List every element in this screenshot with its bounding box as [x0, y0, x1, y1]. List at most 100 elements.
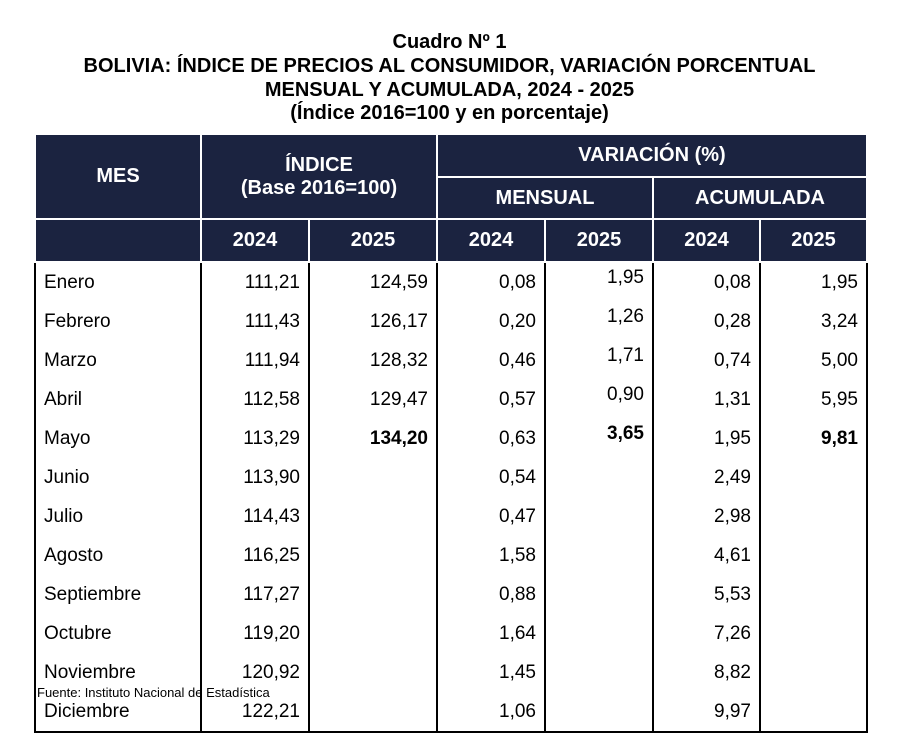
table-row: Febrero 111,43 126,17 0,20 1,26 0,28 3,24: [34, 302, 868, 341]
value-cell: [759, 458, 868, 497]
value-cell: [544, 614, 654, 653]
table-row: Noviembre 120,92 1,45 8,82: [34, 653, 868, 692]
value-cell: [544, 458, 654, 497]
header-year: 2025: [759, 218, 868, 263]
value-cell: 111,94: [200, 341, 310, 380]
value-cell: 2,49: [652, 458, 761, 497]
value-cell: 1,95: [652, 419, 761, 458]
value-cell: [544, 653, 654, 692]
month-cell: Septiembre: [34, 575, 202, 614]
header-variacion: VARIACIÓN (%): [436, 133, 868, 178]
header-indice: ÍNDICE (Base 2016=100): [200, 133, 438, 220]
value-cell: 112,58: [200, 380, 310, 419]
value-cell: [308, 536, 438, 575]
source-note: Fuente: Instituto Nacional de Estadístic…: [37, 685, 270, 700]
value-cell: 111,21: [200, 262, 310, 302]
title-line-3: MENSUAL Y ACUMULADA, 2024 - 2025: [264, 79, 635, 101]
value-cell: [544, 497, 654, 536]
month-cell: Enero: [34, 262, 202, 302]
value-cell: 124,59: [308, 262, 438, 302]
value-cell: 0,57: [436, 380, 546, 419]
value-cell: 9,81: [759, 419, 868, 458]
month-cell: Junio: [34, 458, 202, 497]
value-cell: 0,46: [436, 341, 546, 380]
value-cell: 0,08: [436, 262, 546, 302]
value-cell: 134,20: [308, 419, 438, 458]
title-line-2: BOLIVIA: ÍNDICE DE PRECIOS AL CONSUMIDOR…: [83, 55, 816, 77]
value-cell: [308, 497, 438, 536]
table-row: Julio 114,43 0,47 2,98: [34, 497, 868, 536]
value-cell: [544, 575, 654, 614]
value-cell: 0,54: [436, 458, 546, 497]
value-cell: 111,43: [200, 302, 310, 341]
table-title: Cuadro Nº 1 BOLIVIA: ÍNDICE DE PRECIOS A…: [0, 30, 899, 124]
value-cell: 0,74: [652, 341, 761, 380]
value-cell: 3,24: [759, 302, 868, 341]
header-indice-label: ÍNDICE: [285, 153, 353, 176]
value-cell: 1,45: [436, 653, 546, 692]
value-cell: 0,20: [436, 302, 546, 341]
value-cell: [308, 458, 438, 497]
value-cell: [759, 614, 868, 653]
header-year: 2025: [544, 218, 654, 263]
month-cell: Mayo: [34, 419, 202, 458]
value-cell: [759, 692, 868, 733]
month-cell: Diciembre: [34, 692, 202, 733]
table-row: Marzo 111,94 128,32 0,46 1,71 0,74 5,00: [34, 341, 868, 380]
value-cell: 5,53: [652, 575, 761, 614]
table-row: Junio 113,90 0,54 2,49: [34, 458, 868, 497]
value-cell: 1,64: [436, 614, 546, 653]
value-cell: 1,95: [544, 262, 654, 302]
title-line-1: Cuadro Nº 1: [392, 31, 507, 53]
value-cell: 0,90: [544, 380, 654, 419]
value-cell: 8,82: [652, 653, 761, 692]
table-row: Mayo 113,29 134,20 0,63 3,65 1,95 9,81: [34, 419, 868, 458]
table-row: Octubre 119,20 1,64 7,26: [34, 614, 868, 653]
header-year: 2024: [436, 218, 546, 263]
month-cell: Agosto: [34, 536, 202, 575]
value-cell: 2,98: [652, 497, 761, 536]
value-cell: 1,06: [436, 692, 546, 733]
header-mensual: MENSUAL: [436, 176, 654, 220]
value-cell: 1,31: [652, 380, 761, 419]
value-cell: [308, 692, 438, 733]
value-cell: 0,63: [436, 419, 546, 458]
value-cell: [759, 575, 868, 614]
month-cell: Marzo: [34, 341, 202, 380]
table-row: Abril 112,58 129,47 0,57 0,90 1,31 5,95: [34, 380, 868, 419]
value-cell: [759, 536, 868, 575]
value-cell: 1,26: [544, 302, 654, 341]
value-cell: 0,88: [436, 575, 546, 614]
value-cell: [544, 692, 654, 733]
month-cell: Julio: [34, 497, 202, 536]
value-cell: [759, 653, 868, 692]
value-cell: 119,20: [200, 614, 310, 653]
month-cell: Febrero: [34, 302, 202, 341]
month-cell: Noviembre: [34, 653, 202, 692]
value-cell: 0,08: [652, 262, 761, 302]
value-cell: 5,95: [759, 380, 868, 419]
value-cell: 126,17: [308, 302, 438, 341]
table-row: Agosto 116,25 1,58 4,61: [34, 536, 868, 575]
value-cell: 1,95: [759, 262, 868, 302]
value-cell: 113,90: [200, 458, 310, 497]
value-cell: [308, 575, 438, 614]
header-mes: MES: [34, 133, 202, 220]
header-acumulada: ACUMULADA: [652, 176, 868, 220]
month-cell: Abril: [34, 380, 202, 419]
value-cell: 3,65: [544, 419, 654, 458]
value-cell: 7,26: [652, 614, 761, 653]
title-line-4: (Índice 2016=100 y en porcentaje): [290, 102, 609, 124]
value-cell: 120,92: [200, 653, 310, 692]
ipc-table: MES ÍNDICE (Base 2016=100) VARIACIÓN (%) …: [34, 133, 868, 733]
value-cell: [544, 536, 654, 575]
header-year: 2025: [308, 218, 438, 263]
header-year: 2024: [652, 218, 761, 263]
header-indice-base: (Base 2016=100): [240, 176, 398, 199]
value-cell: 1,71: [544, 341, 654, 380]
value-cell: 128,32: [308, 341, 438, 380]
value-cell: [308, 653, 438, 692]
value-cell: 0,47: [436, 497, 546, 536]
value-cell: 1,58: [436, 536, 546, 575]
table-row: Enero 111,21 124,59 0,08 1,95 0,08 1,95: [34, 262, 868, 302]
